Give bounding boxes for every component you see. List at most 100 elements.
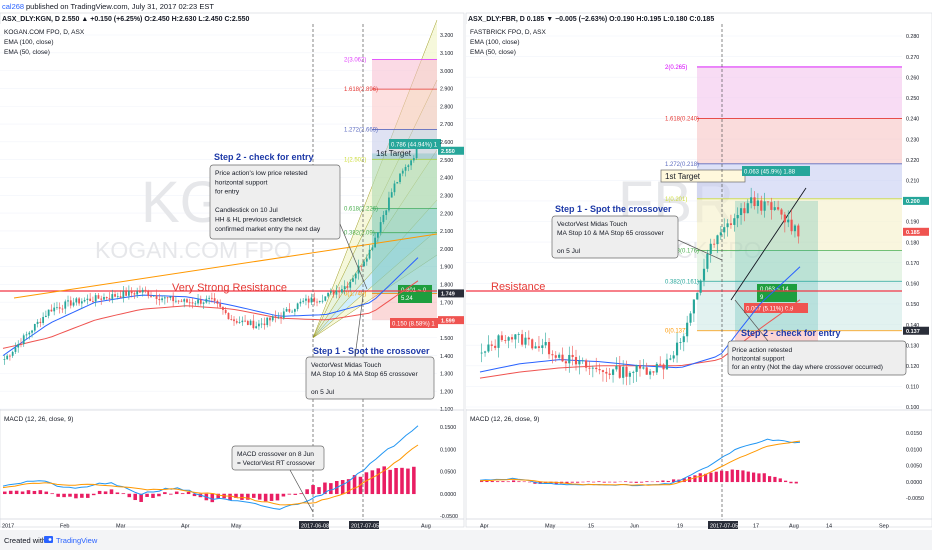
right-step2-callout[interactable] — [727, 340, 907, 376]
candle-body — [150, 296, 152, 297]
fib-label: 0.382(0.161) — [665, 279, 699, 285]
candle-body — [197, 299, 199, 304]
macd-hist-bar — [186, 491, 191, 495]
right-chart-panel[interactable]: ASX_DLY:FBR, D 0.185 ▼ −0.005 (−2.63%) O… — [465, 12, 932, 530]
right-ema50-legend[interactable]: EMA (50, close) — [470, 49, 516, 56]
macd-hist-bar — [281, 493, 286, 497]
profit-badge-text: 0.063 (45.9%) 1.88 — [744, 170, 796, 176]
macd-tick: 0.0100 — [906, 447, 922, 453]
candle-body — [299, 301, 302, 304]
candle-body — [628, 372, 631, 377]
macd-hist-bar — [746, 471, 750, 483]
left-step2-pointer — [339, 223, 368, 290]
price-tick: 2.600 — [440, 140, 453, 146]
candle-body — [67, 300, 69, 302]
left-trend-line[interactable] — [13, 233, 438, 299]
price-tick: 1.900 — [440, 265, 453, 271]
left-macd-callout[interactable] — [231, 445, 325, 471]
macd-hist-bar — [109, 489, 114, 495]
candle-body — [713, 243, 716, 245]
candle-body — [152, 295, 155, 297]
left-time-axis[interactable]: 2017 Feb Mar Apr May 2017-06-08 2017-07-05 Aug — [2, 521, 431, 530]
right-macd-title[interactable]: MACD (12, 26, close, 9) — [470, 416, 539, 423]
price-tag — [438, 289, 464, 298]
macd-hist-bar — [80, 493, 84, 498]
left-price-axis[interactable]: 3.200 3.100 3.000 2.900 2.800 2.700 2.600 2.500… — [440, 33, 453, 413]
candle-body — [371, 247, 374, 250]
candle-body — [285, 308, 288, 312]
candle-body — [379, 222, 382, 233]
left-step1-pointer — [354, 295, 364, 358]
left-ema50-legend[interactable]: EMA (50, close) — [4, 49, 50, 56]
right-trend-line[interactable] — [730, 187, 807, 301]
candle-body — [230, 319, 233, 320]
price-tag — [903, 326, 929, 335]
candle-body — [773, 207, 776, 210]
macd-hist-bar — [682, 478, 686, 483]
macd-hist-bar — [698, 473, 702, 483]
candle-body — [9, 355, 11, 357]
price-tag — [438, 316, 464, 325]
candle-body — [122, 291, 125, 298]
macd-tick: 0.0000 — [906, 480, 922, 486]
candle-body — [183, 299, 186, 302]
candle-body — [696, 292, 699, 300]
candle-body — [58, 307, 61, 309]
right-long-position[interactable]: 0.063 (45.9%) 1.880.007 (5.11%) 0.90.063… — [735, 166, 818, 346]
header: cal268 published on TradingView.com, Jul… — [0, 0, 932, 12]
publisher-user[interactable]: cal268 — [2, 2, 24, 11]
candle-body — [293, 309, 296, 312]
right-ema100-legend[interactable]: EMA (100, close) — [470, 39, 520, 46]
macd-hist-bar — [554, 481, 558, 485]
candle-body — [622, 366, 625, 378]
candle-body — [581, 360, 584, 362]
left-step2-callout[interactable] — [209, 164, 341, 240]
macd-hist-bar — [725, 471, 729, 483]
left-ema100-legend[interactable]: EMA (100, close) — [4, 39, 54, 46]
price-tick: 1.500 — [440, 336, 453, 342]
footer-brand[interactable]: TradingView — [56, 536, 98, 545]
candle-body — [363, 261, 365, 267]
candle-body — [686, 322, 689, 337]
macd-hist-bar — [752, 472, 756, 483]
macd-hist-bar — [565, 481, 569, 484]
candle-body — [103, 297, 105, 300]
candle-body — [213, 298, 216, 301]
macd-hist-bar — [517, 481, 521, 483]
candle-body — [61, 308, 64, 310]
macd-hist-bar — [634, 481, 638, 483]
price-tick: 0.110 — [906, 385, 919, 391]
candle-body — [632, 371, 635, 373]
right-time-axis[interactable]: Apr May 15 Jun 19 2017-07-05 17 Aug 14 Sep — [480, 521, 889, 530]
left-step1-callout[interactable] — [305, 356, 435, 400]
callout-line: MA Stop 10 & MA Stop 65 crossover — [557, 230, 664, 237]
candle-body — [736, 215, 739, 219]
candle-body — [729, 223, 733, 225]
signal-line — [479, 440, 801, 486]
macd-hist-bar — [157, 493, 161, 497]
macd-hist-bar — [784, 480, 788, 483]
time-tick: 17 — [753, 524, 759, 530]
candle-body — [787, 219, 790, 223]
left-chart-panel[interactable]: ASX_DLY:KGN, D 2.550 ▲ +0.150 (+6.25%) O… — [0, 12, 465, 530]
ema100-line — [2, 280, 419, 349]
macd-hist-bar — [103, 491, 108, 495]
price-tag — [903, 196, 929, 205]
left-macd-title[interactable]: MACD (12, 26, close, 9) — [4, 416, 73, 423]
price-tick: 2.700 — [440, 122, 453, 128]
right-fib-extension[interactable]: 2(0.265) 1.618(0.240) 1.272(0.218) 1(0.201)… — [660, 65, 902, 335]
mid-badge — [398, 285, 432, 303]
macd-hist-bar — [50, 493, 54, 495]
left-step2-title: Step 2 - check for entry — [214, 152, 314, 162]
candle-body — [659, 363, 662, 365]
right-step1-callout[interactable] — [551, 215, 679, 259]
price-tick: 1.800 — [440, 283, 453, 289]
candle-body — [64, 301, 67, 309]
candle-body — [252, 320, 255, 329]
candle-body — [615, 366, 618, 370]
left-long-position[interactable]: 0.786 (44.94%) 10.150 (8.58%) 10.801 ~ 0… — [372, 139, 441, 328]
candle-body — [649, 371, 652, 375]
macd-hist-bar — [400, 467, 404, 495]
fib-label: 1.272(0.218) — [665, 162, 699, 168]
macd-hist-bar — [174, 491, 179, 495]
